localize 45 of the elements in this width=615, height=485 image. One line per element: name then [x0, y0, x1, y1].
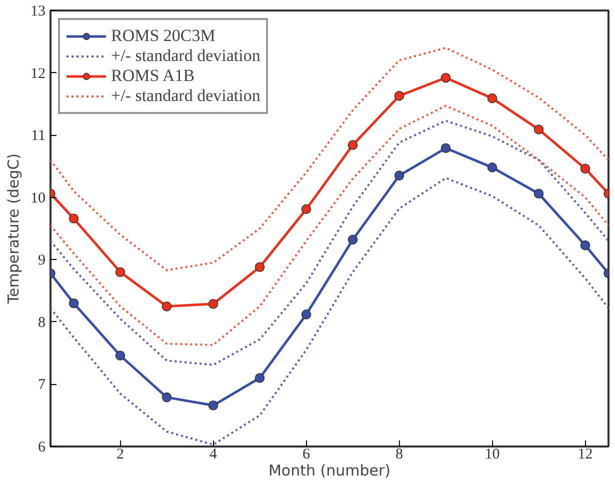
point [68, 298, 79, 308]
point [534, 188, 544, 199]
point [487, 162, 498, 172]
point [301, 310, 312, 320]
y-tick-label: 12 [30, 66, 46, 82]
point [534, 124, 544, 134]
point [348, 234, 358, 245]
legend-label: ROMS A1B [111, 66, 195, 86]
point [162, 301, 172, 312]
point [301, 204, 312, 214]
point [348, 140, 358, 150]
y-tick-label: 8 [38, 314, 46, 331]
x-tick-label: 12 [578, 446, 593, 462]
point [208, 400, 218, 410]
y-tick-label: 13 [30, 4, 46, 20]
point [580, 240, 590, 250]
line-series [50, 177, 608, 446]
legend-label: +/- standard deviation [111, 86, 260, 106]
point [68, 214, 79, 224]
point [115, 350, 126, 360]
point [115, 267, 126, 277]
legend-label: ROMS 20C3M [111, 26, 216, 46]
point [440, 143, 451, 154]
point [580, 164, 590, 174]
point [394, 90, 404, 101]
y-tick-label: 7 [38, 377, 46, 394]
y-tick-label: 10 [30, 190, 46, 206]
line-series [50, 46, 608, 272]
y-tick-label: 9 [38, 252, 46, 269]
x-tick-label: 6 [302, 446, 310, 462]
y-axis-title: Temperature (degC) [4, 153, 22, 305]
x-tick-label: 2 [116, 446, 124, 462]
legend-label: +/- standard deviation [111, 46, 260, 66]
x-tick-label: 4 [210, 446, 218, 462]
point [208, 298, 218, 309]
point [254, 373, 265, 383]
point [254, 262, 265, 272]
x-tick-label: 8 [396, 446, 403, 462]
point [162, 392, 172, 402]
x-axis-title: Month (number) [268, 462, 391, 480]
point [394, 170, 404, 180]
y-tick-label: 11 [31, 128, 46, 144]
point [487, 93, 498, 104]
x-tick-label: 10 [484, 446, 500, 462]
point [440, 72, 451, 83]
